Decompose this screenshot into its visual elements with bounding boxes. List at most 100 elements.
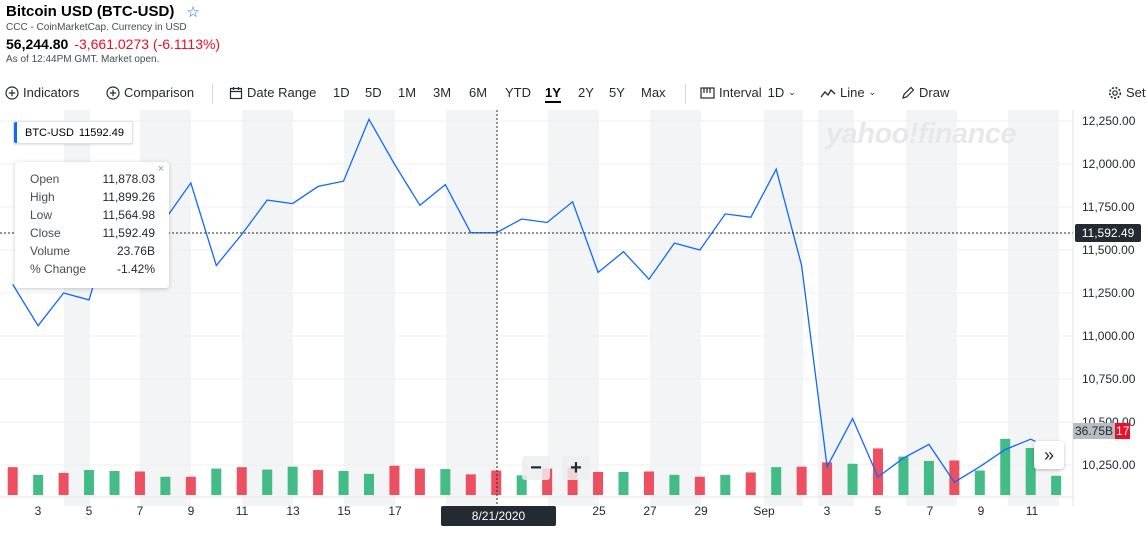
x-tick-label: 15	[337, 504, 351, 518]
chart-type-dropdown[interactable]: Line ⌄	[820, 85, 876, 100]
comparison-label: Comparison	[124, 85, 195, 100]
volume-bar	[974, 470, 985, 495]
date-range-button[interactable]: Date Range	[229, 85, 316, 100]
draw-label: Draw	[919, 85, 950, 100]
volume-bar	[389, 465, 400, 495]
volume-bar	[542, 468, 553, 495]
volume-bar	[847, 463, 858, 495]
close-icon[interactable]: ×	[157, 163, 164, 175]
volume-bar	[84, 470, 95, 495]
quote-source: CCC - CoinMarketCap. Currency in USD	[6, 22, 187, 33]
indicators-label: Indicators	[23, 85, 80, 100]
tooltip-row-high: High 11,899.26	[30, 190, 155, 204]
tooltip-label: Low	[30, 208, 53, 222]
volume-bar	[694, 476, 705, 495]
y-tick-label: 12,000.00	[1082, 157, 1136, 171]
range-6m[interactable]: 6M	[469, 85, 488, 100]
volume-value: 36.75B	[1073, 423, 1116, 439]
volume-bar	[491, 470, 502, 495]
range-1d[interactable]: 1D	[333, 85, 350, 100]
tooltip-row-volume: Volume 23.76B	[30, 244, 155, 258]
x-tick-label: 17	[388, 504, 402, 518]
settings-label: Set	[1126, 85, 1146, 100]
draw-button[interactable]: Draw	[901, 85, 949, 100]
quote-price: 56,244.80	[6, 36, 69, 52]
legend-color-swatch	[14, 122, 17, 143]
tooltip-value: 23.76B	[116, 244, 155, 258]
volume-bar	[771, 467, 782, 495]
tooltip-row-change: % Change -1.42%	[30, 262, 155, 276]
tooltip-value: 11,564.98	[102, 208, 156, 222]
volume-bar	[262, 469, 273, 495]
x-tick-label: 3	[824, 504, 831, 518]
line-chart-icon	[820, 88, 836, 97]
tooltip-label: % Change	[30, 262, 87, 276]
plus-circle-icon	[5, 85, 19, 100]
y-tick-label: 11,250.00	[1082, 286, 1135, 300]
tooltip-label: High	[30, 190, 55, 204]
range-5y[interactable]: 5Y	[609, 85, 625, 100]
toolbar-divider	[685, 84, 686, 104]
range-2y[interactable]: 2Y	[578, 85, 594, 100]
x-tick-label: 7	[927, 504, 934, 518]
calendar-icon	[229, 86, 243, 99]
range-5d[interactable]: 5D	[365, 85, 382, 100]
volume-bar	[440, 469, 451, 495]
range-1m[interactable]: 1M	[398, 85, 417, 100]
weekend-band	[242, 110, 293, 506]
range-ytd[interactable]: YTD	[505, 85, 531, 100]
volume-bar	[567, 467, 578, 495]
volume-bar	[720, 474, 731, 495]
x-tick-label: 11	[1026, 504, 1039, 518]
y-tick-label: 11,500.00	[1082, 243, 1135, 257]
x-tick-label: 13	[286, 504, 300, 518]
x-tick-label: 25	[592, 504, 606, 518]
interval-dropdown[interactable]: Interval 1D ⌄	[700, 85, 796, 100]
weekend-band	[764, 110, 803, 506]
tooltip-value: -1.42%	[116, 262, 155, 276]
tooltip-label: Volume	[30, 244, 71, 258]
quote-title: Bitcoin USD (BTC-USD)	[6, 3, 175, 20]
y-tick-label: 12,250.00	[1082, 114, 1136, 128]
series-legend[interactable]: BTC-USD 11592.49	[13, 121, 133, 144]
volume-bar	[1025, 447, 1036, 495]
interval-value: 1D	[767, 85, 785, 100]
settings-button[interactable]: Set	[1108, 85, 1146, 100]
yahoo-finance-watermark: yahoo!finance	[826, 118, 1017, 150]
volume-bar	[796, 466, 807, 495]
y-axis: 12,250.00 12,000.00 11,750.00 11,500.00 11,2…	[1072, 110, 1136, 506]
volume-bar	[923, 460, 934, 495]
volume-bar	[185, 476, 196, 495]
weekend-band	[818, 110, 854, 506]
expand-icon[interactable]: »	[1034, 441, 1064, 469]
pencil-icon	[902, 86, 915, 99]
legend-value: 11592.49	[78, 126, 124, 139]
chart-type-label: Line	[840, 85, 865, 100]
chart-toolbar: Indicators Comparison Date Range 1D 5D 1…	[0, 84, 1146, 104]
volume-bar	[414, 468, 425, 495]
volume-bar	[949, 460, 960, 495]
zoom-out-button[interactable]: −	[522, 456, 550, 480]
indicators-button[interactable]: Indicators	[5, 85, 79, 100]
volume-bar	[211, 468, 222, 495]
legend-symbol: BTC-USD	[25, 126, 74, 139]
cursor-volume-label: 36.75B 17	[1073, 423, 1131, 439]
x-tick-label: 3	[35, 504, 42, 518]
range-3m[interactable]: 3M	[433, 85, 452, 100]
x-tick-label: 9	[978, 504, 985, 518]
x-tick-label: 7	[137, 504, 144, 518]
toolbar-divider	[212, 84, 213, 104]
cursor-date-label: 8/21/2020	[441, 506, 556, 526]
tooltip-row-low: Low 11,564.98	[30, 208, 155, 222]
volume-bar	[287, 466, 298, 495]
cursor-price-label: 11,592.49	[1075, 224, 1141, 242]
comparison-button[interactable]: Comparison	[106, 85, 194, 100]
volume-bar	[33, 474, 44, 495]
range-1y[interactable]: 1Y	[545, 85, 561, 103]
quote-timestamp: As of 12:44PM GMT. Market open.	[6, 54, 160, 65]
zoom-in-button[interactable]: +	[562, 456, 590, 480]
weekend-bands	[64, 110, 1059, 506]
volume-bar	[669, 474, 680, 495]
range-max[interactable]: Max	[641, 85, 666, 100]
star-icon[interactable]: ☆	[186, 3, 200, 21]
